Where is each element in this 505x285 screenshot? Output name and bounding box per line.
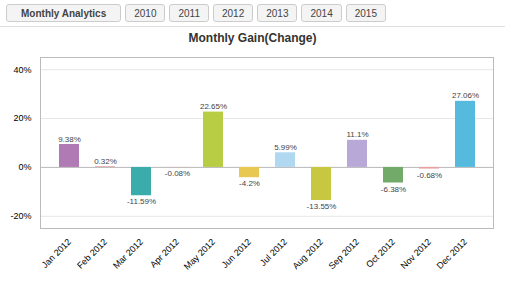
svg-text:Jul 2012: Jul 2012 — [258, 237, 289, 268]
svg-text:Nov 2012: Nov 2012 — [399, 237, 433, 271]
svg-text:Jan 2012: Jan 2012 — [40, 237, 73, 270]
svg-text:Apr 2012: Apr 2012 — [148, 237, 181, 270]
html-text:2013: 2013 — [266, 7, 289, 19]
svg-text:Dec 2012: Dec 2012 — [435, 237, 469, 271]
svg-text:22.65%: 22.65% — [200, 102, 227, 111]
html-text:Monthly Gain(Change): Monthly Gain(Change) — [188, 31, 317, 45]
svg-text:Mar 2012: Mar 2012 — [111, 237, 145, 271]
svg-text:40%: 40% — [13, 65, 31, 75]
svg-text:20%: 20% — [13, 113, 31, 123]
svg-text:9.38%: 9.38% — [58, 135, 81, 144]
html-text:2014: 2014 — [310, 7, 333, 19]
svg-text:0.32%: 0.32% — [94, 157, 117, 166]
html-text:2015: 2015 — [354, 7, 377, 19]
svg-text:5.99%: 5.99% — [274, 143, 297, 152]
svg-text:-4.2%: -4.2% — [239, 179, 260, 188]
html-text:Monthly Analytics: Monthly Analytics — [21, 7, 107, 19]
svg-text:Aug 2012: Aug 2012 — [291, 237, 325, 271]
html-text:2012: 2012 — [222, 7, 245, 19]
svg-text:11.1%: 11.1% — [346, 130, 368, 139]
svg-text:Feb 2012: Feb 2012 — [75, 237, 109, 271]
svg-text:-13.55%: -13.55% — [307, 202, 337, 211]
svg-text:Oct 2012: Oct 2012 — [364, 237, 397, 270]
svg-text:-0.08%: -0.08% — [165, 169, 190, 178]
html-text:2010: 2010 — [134, 7, 157, 19]
svg-text:Jun 2012: Jun 2012 — [220, 237, 253, 270]
svg-text:-6.38%: -6.38% — [381, 185, 406, 194]
svg-text:-0.68%: -0.68% — [417, 171, 442, 180]
svg-text:-20%: -20% — [10, 211, 31, 221]
svg-text:27.06%: 27.06% — [452, 91, 479, 100]
html-text:2011: 2011 — [178, 7, 200, 19]
svg-text:Sep 2012: Sep 2012 — [327, 237, 361, 271]
svg-text:-11.59%: -11.59% — [127, 197, 156, 206]
svg-text:May 2012: May 2012 — [182, 237, 217, 272]
svg-text:0%: 0% — [18, 162, 31, 172]
